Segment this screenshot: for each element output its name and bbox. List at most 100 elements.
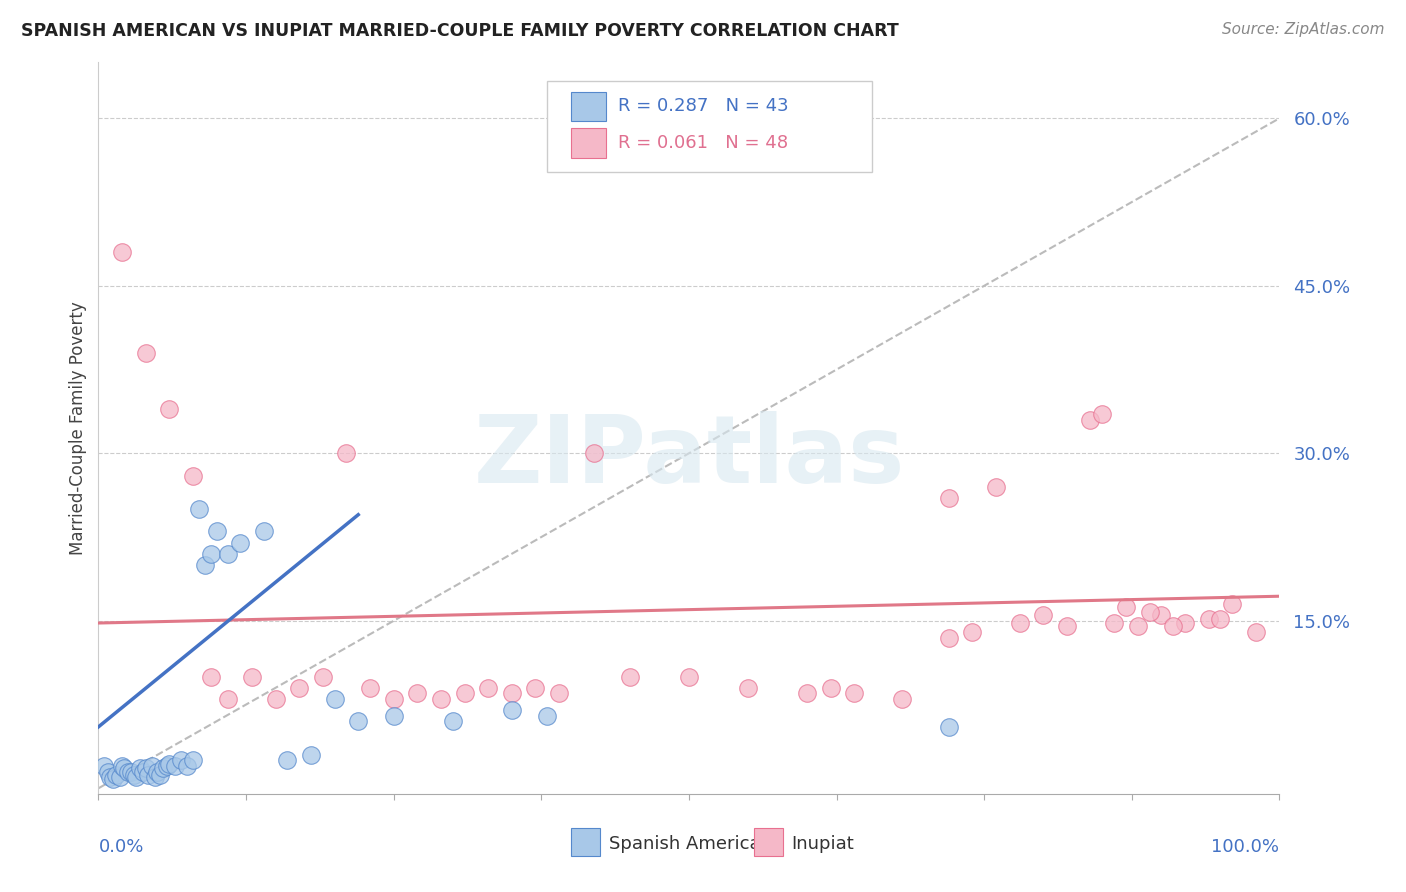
Point — [1139, 605, 1161, 619]
Point — [187, 502, 209, 516]
Point — [152, 761, 174, 775]
Point — [240, 670, 263, 684]
Bar — [754, 829, 783, 856]
Point — [194, 558, 217, 572]
Point — [1150, 608, 1173, 623]
Point — [312, 670, 335, 684]
Point — [1115, 600, 1137, 615]
Point — [108, 770, 131, 784]
Point — [323, 692, 346, 706]
Point — [111, 759, 134, 773]
Point — [135, 761, 157, 775]
Text: Source: ZipAtlas.com: Source: ZipAtlas.com — [1222, 22, 1385, 37]
Point — [820, 681, 842, 695]
Point — [200, 547, 222, 561]
Point — [217, 547, 239, 561]
Bar — [571, 128, 606, 158]
FancyBboxPatch shape — [547, 81, 872, 172]
Point — [181, 753, 204, 767]
Point — [112, 761, 135, 775]
Point — [938, 720, 960, 734]
Point — [962, 624, 984, 639]
Point — [1008, 615, 1031, 630]
Point — [181, 468, 204, 483]
Point — [477, 681, 499, 695]
Point — [1102, 615, 1125, 630]
Point — [143, 770, 166, 784]
Point — [406, 686, 429, 700]
Point — [382, 692, 405, 706]
Point — [264, 692, 287, 706]
Point — [548, 686, 571, 700]
Point — [1244, 624, 1267, 639]
Point — [200, 670, 222, 684]
Point — [117, 764, 139, 779]
Point — [1126, 619, 1149, 633]
Text: 100.0%: 100.0% — [1212, 838, 1279, 855]
Point — [678, 670, 700, 684]
Point — [149, 768, 172, 782]
Point — [146, 764, 169, 779]
Point — [111, 245, 134, 260]
Point — [253, 524, 276, 539]
Point — [1091, 407, 1114, 421]
Point — [844, 686, 866, 700]
Point — [135, 345, 157, 359]
Point — [299, 747, 322, 762]
Point — [122, 768, 145, 782]
Point — [501, 703, 523, 717]
Point — [176, 759, 198, 773]
Text: R = 0.287   N = 43: R = 0.287 N = 43 — [619, 97, 789, 115]
Point — [382, 708, 405, 723]
Point — [128, 761, 150, 775]
Point — [1174, 615, 1197, 630]
Point — [441, 714, 464, 729]
Point — [288, 681, 311, 695]
Point — [132, 764, 155, 779]
Point — [229, 535, 252, 549]
Point — [1198, 611, 1220, 625]
Point — [125, 770, 148, 784]
Point — [101, 772, 124, 787]
Point — [1032, 608, 1054, 623]
Point — [98, 770, 121, 784]
Point — [359, 681, 381, 695]
Text: Inupiat: Inupiat — [792, 835, 855, 853]
Text: ZIPatlas: ZIPatlas — [474, 411, 904, 503]
Point — [105, 768, 128, 782]
Point — [347, 714, 370, 729]
Point — [156, 759, 179, 773]
Point — [1161, 619, 1184, 633]
Y-axis label: Married-Couple Family Poverty: Married-Couple Family Poverty — [69, 301, 87, 555]
Point — [165, 759, 187, 773]
Point — [1220, 597, 1243, 611]
Point — [136, 768, 159, 782]
Point — [335, 446, 357, 460]
Point — [276, 753, 298, 767]
Bar — [571, 92, 606, 121]
Point — [737, 681, 759, 695]
Point — [524, 681, 547, 695]
Point — [1056, 619, 1078, 633]
Text: 0.0%: 0.0% — [98, 838, 143, 855]
Point — [984, 480, 1007, 494]
Point — [619, 670, 641, 684]
Point — [93, 759, 115, 773]
Point — [217, 692, 239, 706]
Point — [938, 631, 960, 645]
Point — [938, 491, 960, 505]
Point — [97, 764, 120, 779]
Point — [121, 764, 143, 779]
Text: Spanish Americans: Spanish Americans — [609, 835, 780, 853]
Point — [205, 524, 228, 539]
Point — [141, 759, 163, 773]
Point — [890, 692, 912, 706]
Point — [453, 686, 475, 700]
Point — [1080, 413, 1102, 427]
Text: R = 0.061   N = 48: R = 0.061 N = 48 — [619, 134, 789, 152]
Point — [157, 756, 180, 771]
Point — [583, 446, 606, 460]
Point — [157, 401, 180, 416]
Point — [796, 686, 818, 700]
Bar — [571, 829, 600, 856]
